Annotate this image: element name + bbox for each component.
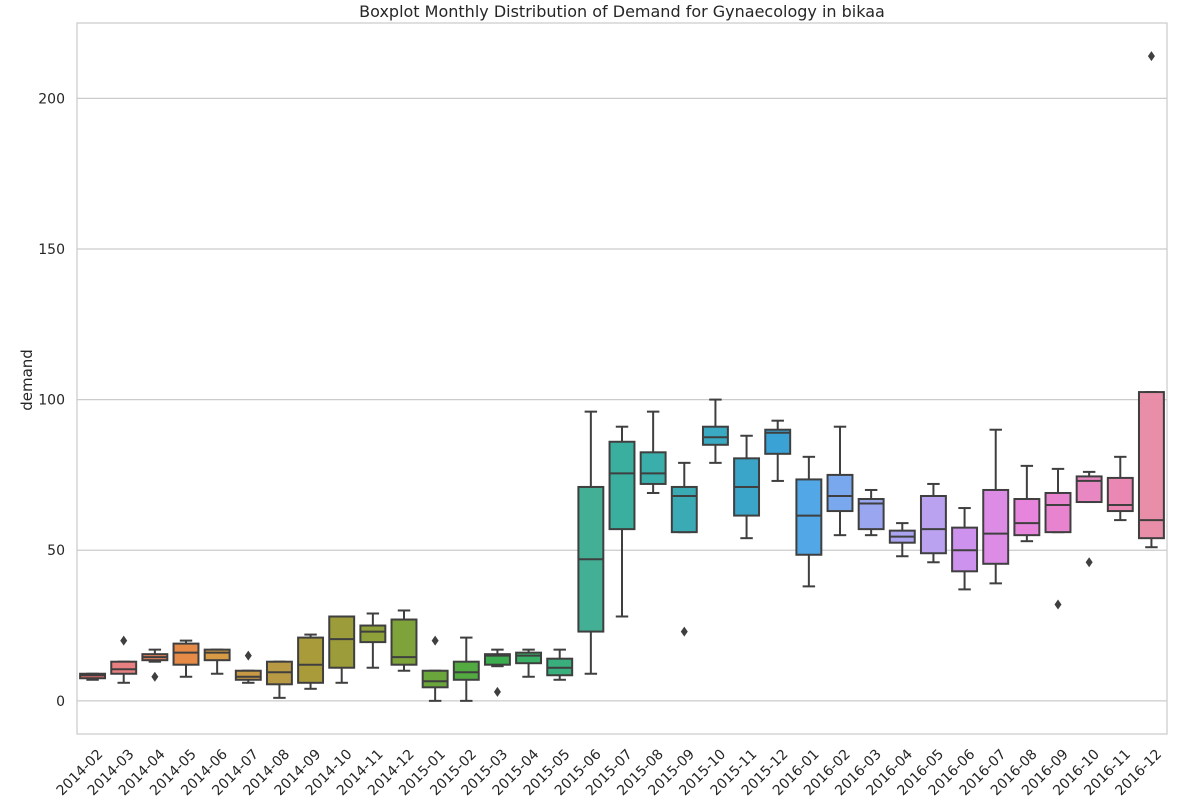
box-iqr <box>919 494 947 555</box>
box-iqr <box>203 648 231 662</box>
box-2015-12 <box>764 419 792 482</box>
box-2014-12 <box>390 609 418 672</box>
box-2014-04 <box>141 648 169 682</box>
box-2014-08 <box>265 660 293 699</box>
box-iqr <box>764 428 792 455</box>
box-2015-04 <box>515 648 543 678</box>
box-iqr <box>1137 391 1165 540</box>
y-tick-0: 0 <box>56 694 65 710</box>
outlier-point <box>1147 51 1155 62</box>
box-iqr <box>608 440 636 531</box>
box-2016-10 <box>1075 470 1103 568</box>
box-iqr <box>982 488 1010 565</box>
box-2016-11 <box>1106 455 1134 522</box>
box-iqr <box>328 615 356 669</box>
box-iqr <box>1106 476 1134 513</box>
box-iqr <box>1013 498 1041 537</box>
x-tick-labels: 2014-022014-032014-042014-052014-062014-… <box>54 746 1166 799</box>
box-2015-06 <box>577 410 605 675</box>
box-2016-02 <box>826 425 854 537</box>
outlier-point <box>431 635 439 646</box>
box-2014-09 <box>297 633 325 690</box>
y-tick-100: 100 <box>38 393 65 409</box>
outlier-point <box>151 671 159 682</box>
box-2015-01 <box>421 635 449 702</box>
box-iqr <box>297 636 325 684</box>
box-2014-06 <box>203 648 231 675</box>
box-2014-02 <box>79 672 107 681</box>
box-2014-03 <box>110 635 138 684</box>
box-iqr <box>421 669 449 689</box>
box-2016-05 <box>919 482 947 564</box>
box-iqr <box>639 451 667 485</box>
box-iqr <box>359 624 387 644</box>
outlier-point <box>120 635 128 646</box>
y-tick-50: 50 <box>47 543 65 559</box>
box-iqr <box>172 642 200 666</box>
outlier-point <box>493 686 501 697</box>
box-2015-07 <box>608 425 636 618</box>
outlier-point <box>244 650 252 661</box>
outlier-point <box>1054 599 1062 610</box>
box-2015-03 <box>483 648 511 697</box>
box-2014-05 <box>172 639 200 678</box>
box-2016-03 <box>857 488 885 537</box>
box-2016-12 <box>1137 51 1165 549</box>
box-2016-09 <box>1044 467 1072 610</box>
box-2015-11 <box>733 434 761 540</box>
box-2014-07 <box>234 650 262 684</box>
plot-frame <box>76 22 1168 735</box>
box-iqr <box>1044 491 1072 534</box>
box-iqr <box>452 660 480 681</box>
box-2016-07 <box>982 428 1010 585</box>
box-2016-01 <box>795 455 823 588</box>
box-iqr <box>795 478 823 556</box>
box-2015-08 <box>639 410 667 494</box>
y-tick-200: 200 <box>38 91 65 107</box>
box-iqr <box>483 653 511 666</box>
box-2015-05 <box>546 648 574 681</box>
y-tick-labels: 0 50 100 150 200 <box>38 91 65 710</box>
box-iqr <box>670 485 698 534</box>
outlier-point <box>1085 557 1093 568</box>
y-tick-150: 150 <box>38 242 65 258</box>
box-iqr <box>826 473 854 513</box>
box-2016-06 <box>951 507 979 591</box>
box-iqr <box>234 669 262 681</box>
y-axis-label: demand <box>18 349 36 411</box>
box-2016-04 <box>888 522 916 558</box>
outlier-point <box>680 626 688 637</box>
box-2015-02 <box>452 636 480 702</box>
boxes <box>79 51 1165 702</box>
box-iqr <box>701 425 729 446</box>
box-iqr <box>515 651 543 665</box>
box-2015-09 <box>670 461 698 637</box>
box-iqr <box>110 660 138 675</box>
box-2015-10 <box>701 398 729 464</box>
chart-title: Boxplot Monthly Distribution of Demand f… <box>359 2 885 21</box>
box-2014-10 <box>328 615 356 684</box>
box-2014-11 <box>359 612 387 669</box>
box-2016-08 <box>1013 464 1041 543</box>
